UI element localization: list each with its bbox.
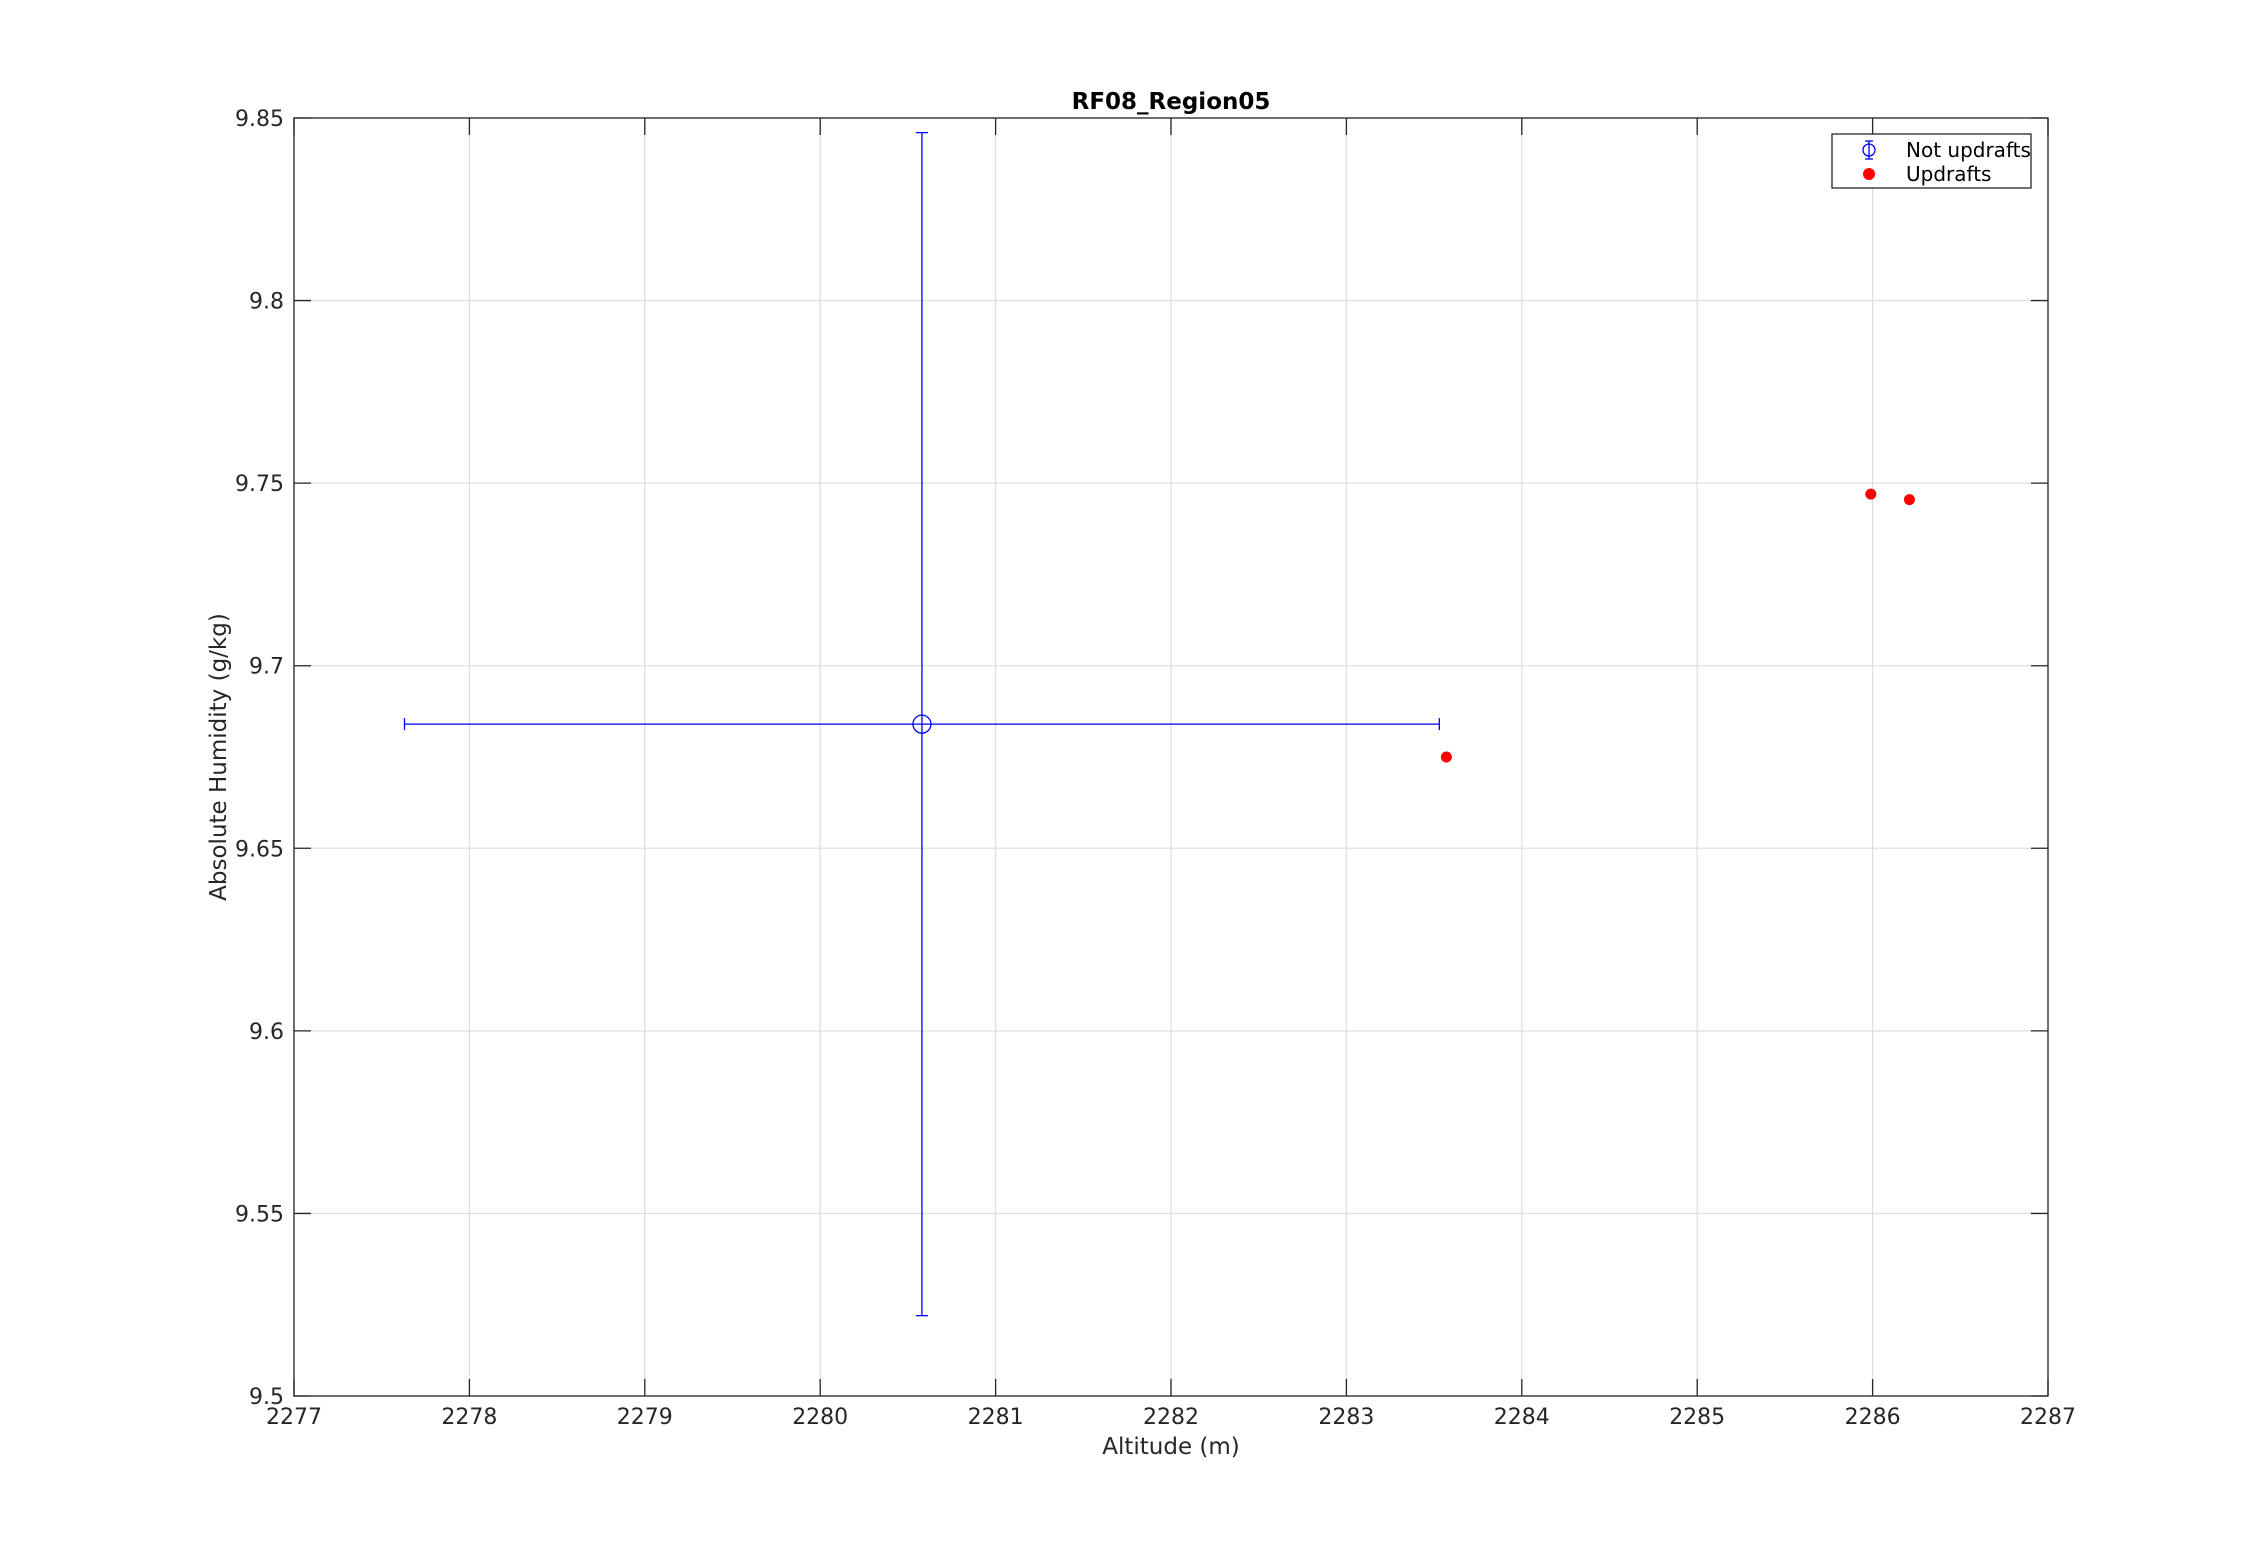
x-tick-label: 2278	[441, 1405, 497, 1430]
data-point	[1440, 751, 1452, 763]
plot-area	[403, 131, 1915, 1317]
y-tick-label: 9.6	[249, 1020, 284, 1045]
y-tick-label: 9.55	[235, 1202, 284, 1227]
x-tick-label: 2287	[2020, 1405, 2076, 1430]
legend-label-not-updrafts: Not updrafts	[1906, 138, 2031, 162]
legend: Not updrafts Updrafts	[1831, 133, 2032, 189]
x-tick-label: 2277	[266, 1405, 322, 1430]
y-tick-label: 9.85	[235, 107, 284, 132]
x-axis-label: Altitude (m)	[1102, 1434, 1240, 1460]
x-tick-label: 2281	[968, 1405, 1024, 1430]
y-tick-label: 9.5	[249, 1385, 284, 1410]
x-tick-label: 2279	[617, 1405, 673, 1430]
x-tick-label: 2284	[1494, 1405, 1550, 1430]
errorbar-circle-icon	[1862, 140, 1876, 160]
x-tick-label: 2285	[1669, 1405, 1725, 1430]
chart-title: RF08_Region05	[1072, 89, 1271, 115]
axes-box	[293, 117, 2049, 1397]
tick-labels: 2277 2278 2279 2280 2281 2282 2283 2284 2285 2286…	[235, 107, 2076, 1430]
y-tick-label: 9.7	[249, 655, 284, 680]
axis-ticks	[293, 117, 2049, 1397]
series-updrafts	[1440, 488, 1915, 763]
legend-box	[1831, 133, 2032, 189]
x-tick-label: 2280	[792, 1405, 848, 1430]
y-tick-label: 9.75	[235, 472, 284, 497]
data-point	[1903, 494, 1915, 506]
x-tick-label: 2283	[1318, 1405, 1374, 1430]
data-point	[912, 714, 932, 734]
legend-item-not-updrafts: Not updrafts	[1862, 138, 2031, 162]
y-tick-label: 9.65	[235, 837, 284, 862]
data-point	[1865, 488, 1877, 500]
y-tick-label: 9.8	[249, 290, 284, 315]
x-tick-label: 2282	[1143, 1405, 1199, 1430]
x-tick-label: 2286	[1845, 1405, 1901, 1430]
legend-label-updrafts: Updrafts	[1906, 162, 1991, 186]
y-axis-label: Absolute Humidity (g/kg)	[206, 613, 232, 901]
red-dot-icon	[1863, 168, 1875, 180]
legend-item-updrafts: Updrafts	[1863, 162, 1991, 186]
series-not-updrafts	[403, 131, 1441, 1317]
